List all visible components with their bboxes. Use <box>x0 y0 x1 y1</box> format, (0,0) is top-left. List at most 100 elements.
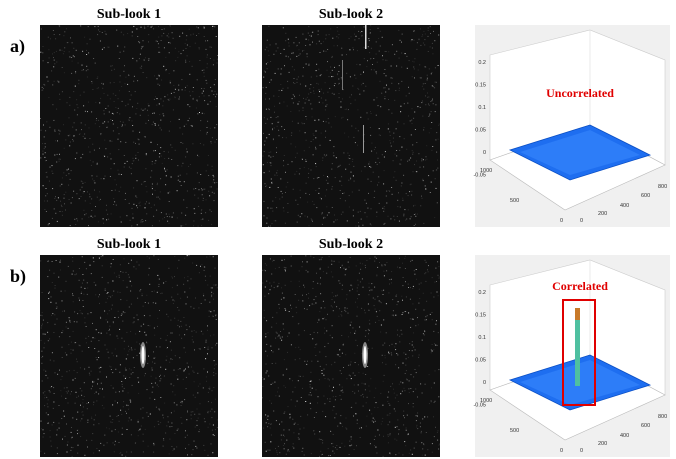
noise-dot <box>385 87 386 88</box>
noise-dot <box>300 429 301 430</box>
noise-dot <box>206 80 207 81</box>
noise-dot <box>139 203 140 204</box>
noise-dot <box>432 319 433 320</box>
noise-dot <box>76 193 77 194</box>
noise-dot <box>358 212 359 213</box>
noise-dot <box>143 324 144 325</box>
noise-dot <box>124 163 125 164</box>
noise-dot <box>407 103 408 104</box>
noise-dot <box>61 205 62 206</box>
noise-dot <box>298 334 299 335</box>
noise-dot <box>80 388 81 389</box>
noise-dot <box>333 396 334 397</box>
noise-dot <box>361 31 362 32</box>
noise-dot <box>83 280 84 281</box>
noise-dot <box>303 107 304 108</box>
noise-dot <box>44 85 45 86</box>
noise-dot <box>157 318 158 319</box>
noise-dot <box>384 206 385 207</box>
noise-dot <box>284 65 285 66</box>
noise-dot <box>310 392 311 393</box>
noise-dot <box>270 208 271 209</box>
noise-dot <box>190 164 191 165</box>
noise-dot <box>305 401 306 402</box>
noise-dot <box>187 45 188 46</box>
noise-dot <box>201 210 202 211</box>
noise-dot <box>204 76 205 77</box>
noise-dot <box>149 325 150 326</box>
noise-dot <box>351 407 352 408</box>
noise-dot <box>131 347 132 348</box>
noise-dot <box>125 77 126 78</box>
noise-dot <box>210 101 211 102</box>
noise-dot <box>85 338 86 339</box>
noise-dot <box>415 129 416 130</box>
noise-dot <box>422 448 423 449</box>
noise-dot <box>184 292 185 293</box>
noise-dot <box>108 106 109 107</box>
noise-dot <box>380 31 381 32</box>
noise-dot <box>177 165 178 166</box>
noise-dot <box>118 317 119 318</box>
noise-dot <box>332 390 333 391</box>
noise-dot <box>433 349 434 350</box>
noise-dot <box>56 303 57 304</box>
noise-dot <box>78 63 79 64</box>
noise-dot <box>311 108 312 109</box>
noise-dot <box>129 167 130 168</box>
noise-dot <box>355 302 356 303</box>
noise-dot <box>435 111 436 112</box>
noise-dot <box>369 290 370 291</box>
noise-dot <box>401 67 402 68</box>
noise-dot <box>74 135 75 136</box>
noise-dot <box>47 332 48 333</box>
noise-dot <box>283 329 284 330</box>
noise-dot <box>81 129 82 130</box>
noise-dot <box>368 304 369 305</box>
noise-dot <box>344 192 345 193</box>
noise-dot <box>106 302 107 303</box>
noise-dot <box>371 113 372 114</box>
x-tick-label: 0 <box>580 448 583 454</box>
noise-dot <box>94 393 95 394</box>
noise-dot <box>154 113 155 114</box>
noise-dot <box>280 338 281 339</box>
noise-dot <box>321 259 322 260</box>
noise-dot <box>213 182 214 183</box>
noise-dot <box>289 429 290 430</box>
noise-dot <box>55 213 56 214</box>
noise-dot <box>372 421 373 422</box>
noise-dot <box>391 282 392 283</box>
noise-dot <box>209 209 210 210</box>
noise-dot <box>413 171 414 172</box>
noise-dot <box>297 82 298 83</box>
noise-dot <box>49 223 50 224</box>
noise-dot <box>419 298 420 299</box>
noise-dot <box>211 211 212 212</box>
noise-dot <box>284 436 285 437</box>
noise-dot <box>264 71 265 72</box>
noise-dot <box>155 160 156 161</box>
noise-dot <box>282 137 283 138</box>
noise-dot <box>382 421 383 422</box>
noise-dot <box>421 283 422 284</box>
noise-dot <box>426 432 427 433</box>
noise-dot <box>109 428 110 429</box>
noise-dot <box>281 421 282 422</box>
noise-dot <box>432 312 433 313</box>
noise-dot <box>206 134 207 135</box>
noise-dot <box>69 145 70 146</box>
noise-dot <box>73 380 74 381</box>
noise-dot <box>399 136 400 137</box>
annotation: Correlated <box>552 279 608 293</box>
noise-dot <box>64 47 65 48</box>
noise-dot <box>339 262 340 263</box>
noise-dot <box>298 437 299 438</box>
noise-dot <box>360 281 361 282</box>
noise-dot <box>57 154 58 155</box>
noise-dot <box>69 51 70 52</box>
noise-dot <box>97 163 98 164</box>
noise-dot <box>354 333 355 334</box>
noise-dot <box>198 386 199 387</box>
noise-dot <box>400 393 401 394</box>
